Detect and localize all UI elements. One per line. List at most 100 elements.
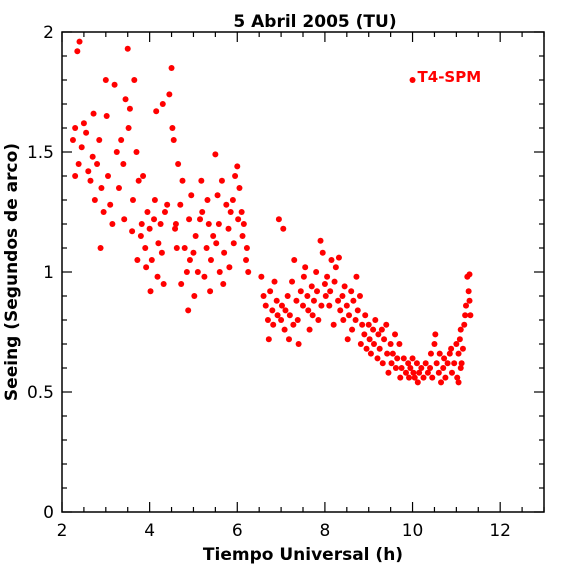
data-point	[236, 185, 243, 191]
data-point	[78, 144, 85, 151]
data-point	[295, 341, 302, 347]
data-point	[372, 317, 379, 323]
data-point	[91, 197, 98, 203]
data-point	[294, 317, 301, 323]
data-point	[151, 197, 158, 203]
data-point	[87, 177, 94, 184]
data-point	[267, 288, 274, 295]
data-point	[315, 317, 322, 323]
data-point	[418, 365, 425, 371]
data-point	[69, 137, 76, 143]
data-point	[115, 185, 122, 191]
data-point	[160, 281, 167, 287]
data-point	[164, 201, 171, 208]
data-point	[159, 101, 166, 107]
data-point	[218, 177, 225, 184]
y-tick-label: 2	[43, 23, 54, 43]
data-point	[302, 264, 309, 271]
data-point	[429, 374, 436, 381]
data-point	[148, 257, 155, 263]
data-point	[179, 177, 186, 184]
data-point	[314, 288, 321, 295]
data-point	[398, 365, 405, 371]
data-point	[318, 302, 325, 309]
data-point	[245, 269, 252, 275]
data-point	[350, 297, 357, 304]
data-point	[339, 293, 346, 299]
data-point	[466, 297, 473, 304]
data-point	[213, 240, 220, 247]
data-point	[74, 48, 81, 55]
data-point	[172, 225, 179, 232]
data-point	[109, 221, 116, 227]
data-point	[438, 379, 445, 386]
data-point	[435, 369, 442, 376]
data-point	[433, 360, 440, 367]
data-point	[442, 374, 449, 381]
data-point	[188, 192, 195, 199]
data-point	[326, 302, 333, 309]
chart-title: 5 Abril 2005 (TU)	[233, 12, 396, 32]
data-point	[274, 312, 281, 319]
data-point	[353, 273, 360, 280]
data-point	[281, 326, 288, 333]
data-point	[352, 317, 359, 323]
data-point	[459, 345, 466, 352]
data-point	[410, 369, 417, 376]
data-point	[262, 302, 269, 309]
y-tick-label: 1.5	[27, 143, 54, 163]
data-point	[235, 216, 242, 223]
data-point	[72, 125, 79, 131]
data-point	[125, 125, 132, 131]
data-point	[374, 355, 381, 362]
x-axis-title: Tiempo Universal (h)	[203, 545, 403, 565]
x-tick-label: 8	[319, 521, 330, 541]
data-point	[414, 379, 421, 386]
data-point	[335, 254, 342, 261]
data-point	[186, 257, 193, 263]
data-point	[346, 312, 353, 319]
data-point	[321, 281, 328, 287]
data-point	[381, 336, 388, 343]
data-point	[416, 369, 423, 376]
data-point	[310, 297, 317, 304]
data-point	[400, 355, 407, 362]
data-point	[207, 288, 214, 295]
data-point	[340, 317, 347, 323]
data-point	[197, 216, 204, 223]
data-point	[229, 197, 236, 203]
data-point	[72, 173, 79, 179]
data-point	[240, 221, 247, 227]
data-point	[168, 65, 175, 71]
data-point	[309, 312, 316, 319]
data-point	[111, 81, 118, 88]
data-point	[335, 297, 342, 304]
x-tick-label: 2	[57, 521, 68, 541]
data-points-group	[69, 38, 474, 386]
data-point	[379, 360, 386, 367]
data-point	[448, 369, 455, 376]
data-point	[214, 192, 221, 199]
y-axis-ticks: 0 0.5 1 1.5 2	[27, 23, 544, 523]
data-point	[265, 336, 272, 343]
data-point	[370, 341, 377, 347]
data-point	[327, 288, 334, 295]
data-point	[463, 302, 470, 309]
data-point	[147, 288, 154, 295]
data-point	[387, 341, 394, 347]
legend-label: T4-SPM	[418, 68, 482, 86]
data-point	[383, 321, 390, 328]
data-point	[185, 307, 192, 314]
data-point	[300, 302, 306, 309]
data-point	[175, 161, 182, 167]
data-point	[366, 336, 373, 343]
data-point	[199, 209, 206, 215]
data-point	[411, 374, 418, 381]
x-tick-label: 4	[144, 521, 155, 541]
data-point	[436, 350, 443, 357]
data-point	[169, 125, 176, 131]
data-point	[273, 297, 280, 304]
data-point	[363, 345, 370, 352]
data-point	[157, 221, 164, 227]
